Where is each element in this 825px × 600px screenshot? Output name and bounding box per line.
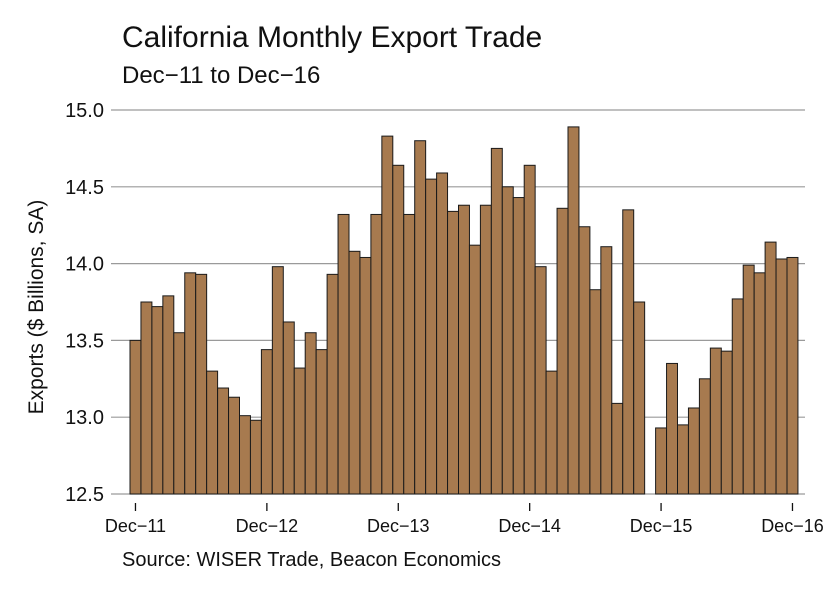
bar xyxy=(468,244,481,495)
bar xyxy=(786,256,799,495)
bar xyxy=(403,213,416,495)
bar xyxy=(206,370,219,495)
bar xyxy=(447,210,459,495)
y-tick-label: 12.5 xyxy=(65,484,104,506)
bar xyxy=(775,258,788,495)
bar xyxy=(173,332,186,495)
bar xyxy=(655,427,668,495)
bar xyxy=(698,378,711,495)
bar xyxy=(731,298,744,495)
bar xyxy=(392,164,405,495)
bar xyxy=(556,207,569,495)
bar xyxy=(611,402,624,495)
y-tick-label: 13.0 xyxy=(65,407,104,429)
bar xyxy=(600,246,613,495)
bar xyxy=(370,213,383,495)
bar xyxy=(381,135,394,495)
bar xyxy=(425,178,438,495)
bar xyxy=(720,350,733,495)
bar xyxy=(140,301,153,495)
x-tick-label: Dec−11 xyxy=(105,516,166,536)
bar xyxy=(633,301,646,495)
bar xyxy=(512,197,525,495)
bar xyxy=(677,424,689,495)
x-tick-label: Dec−16 xyxy=(761,516,824,536)
bar xyxy=(293,367,306,495)
bar xyxy=(271,266,284,495)
y-tick-label: 14.5 xyxy=(65,177,104,199)
bar xyxy=(315,349,328,495)
bar xyxy=(326,273,339,495)
bar xyxy=(545,370,558,495)
bar xyxy=(742,264,755,495)
bar xyxy=(589,289,602,495)
x-axis: Dec−11 Dec−12 Dec−13 Dec−14 Dec−15 Dec−16 xyxy=(105,503,824,536)
bar xyxy=(129,339,142,495)
bar xyxy=(479,204,492,495)
bar xyxy=(436,172,449,495)
bar xyxy=(228,396,241,495)
bar xyxy=(337,213,350,495)
y-axis-label: Exports ($ Billions, SA) xyxy=(25,200,48,415)
bar xyxy=(753,272,766,495)
bar xyxy=(523,164,536,495)
bar xyxy=(578,226,591,495)
bar xyxy=(151,306,164,495)
chart-title: California Monthly Export Trade xyxy=(122,21,543,54)
bar xyxy=(764,241,777,495)
x-tick-label: Dec−13 xyxy=(367,516,430,536)
bar xyxy=(162,295,175,495)
y-tick-label: 14.0 xyxy=(65,254,104,276)
bar xyxy=(249,419,262,495)
bar xyxy=(567,126,580,495)
bar xyxy=(666,362,678,495)
bar xyxy=(282,321,295,495)
bar xyxy=(239,415,251,495)
bar xyxy=(709,347,722,495)
bar xyxy=(348,250,361,495)
y-tick-label: 15.0 xyxy=(65,100,104,122)
bars xyxy=(129,126,799,495)
bar xyxy=(501,186,514,495)
bar xyxy=(687,407,700,495)
bar xyxy=(195,273,208,495)
x-tick-label: Dec−15 xyxy=(630,516,693,536)
source-note: Source: WISER Trade, Beacon Economics xyxy=(122,549,502,571)
bar xyxy=(359,256,372,495)
chart-subtitle: Dec−11 to Dec−16 xyxy=(122,62,321,89)
y-axis: 12.5 13.0 13.5 14.0 14.5 15.0 xyxy=(65,100,104,506)
x-tick-label: Dec−14 xyxy=(498,516,561,536)
bar xyxy=(534,266,547,495)
y-tick-label: 13.5 xyxy=(65,330,104,352)
bar xyxy=(304,332,317,495)
bar xyxy=(458,204,470,495)
bar xyxy=(622,209,635,495)
bar xyxy=(217,387,230,495)
bar xyxy=(184,272,197,495)
x-tick-label: Dec−12 xyxy=(236,516,299,536)
bar xyxy=(260,349,273,495)
bar xyxy=(490,147,503,495)
bar xyxy=(414,140,427,495)
